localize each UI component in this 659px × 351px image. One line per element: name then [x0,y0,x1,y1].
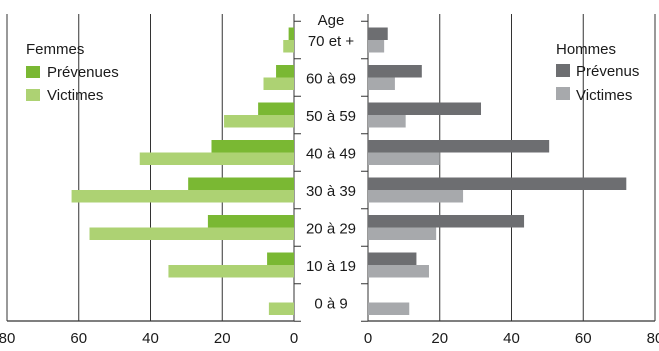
age-label-3: 40 à 49 [306,146,356,163]
bar-left-1-2 [224,115,294,128]
bar-right-0-6 [368,252,417,265]
left-tick-label-1: 60 [70,330,87,347]
right-tick-label-0: 0 [364,330,372,347]
legend-right-swatch-0 [556,64,570,77]
bar-right-0-2 [368,102,482,115]
left-tick-label-3: 20 [214,330,231,347]
left-tick-labels: 80 60 40 20 0 [0,330,298,347]
age-label-1: 60 à 69 [306,71,356,88]
right-tick-label-2: 40 [503,330,520,347]
bar-right-0-4 [368,177,627,190]
bar-right-1-5 [368,227,437,240]
left-tick-label-4: 0 [290,330,298,347]
legend-left-title: Femmes [26,41,84,58]
left-tick-label-0: 80 [0,330,15,347]
age-label-6: 10 à 19 [306,258,356,275]
age-labels: 70 et + 60 à 69 50 à 59 40 à 49 30 à 39 20 à … [306,33,356,313]
bar-left-1-5 [89,227,294,240]
bar-left-0-4 [188,177,294,190]
bar-right-1-3 [368,152,440,165]
legend-right-label-0: Prévenus [576,63,639,80]
bar-right-0-3 [368,140,550,153]
bar-left-1-6 [168,265,294,278]
age-label-0: 70 et + [308,33,355,50]
bar-left-1-1 [263,77,294,90]
legend-right-label-1: Victimes [576,87,632,104]
legend-right-title: Hommes [556,41,616,58]
bar-left-0-3 [211,140,294,153]
age-label-7: 0 à 9 [314,296,347,313]
bar-left-1-0 [283,40,294,53]
age-label-2: 50 à 59 [306,108,356,125]
bar-left-0-2 [258,102,294,115]
legend-right: Hommes Prévenus Victimes [556,41,639,104]
bar-right-1-6 [368,265,429,278]
right-tick-label-3: 60 [575,330,592,347]
bar-right-0-1 [368,65,422,78]
legend-left-swatch-0 [26,66,40,78]
center-axis-title: Age [318,12,345,29]
bar-left-0-0 [288,27,294,40]
bar-right-1-0 [368,40,385,53]
bar-left-0-5 [207,215,294,228]
axes [7,20,655,322]
left-tick-label-2: 40 [142,330,159,347]
age-label-4: 30 à 39 [306,183,356,200]
legend-left-label-1: Victimes [47,87,103,104]
age-label-5: 20 à 29 [306,221,356,238]
bar-right-0-0 [368,27,388,40]
bar-left-0-1 [276,65,294,78]
bar-left-1-4 [71,190,294,203]
right-tick-labels: 0 20 40 60 80 [364,330,659,347]
left-bars [71,27,294,315]
bar-left-1-3 [139,152,294,165]
legend-left-swatch-1 [26,89,40,101]
right-tick-label-4: 80 [647,330,659,347]
bar-right-1-4 [368,190,464,203]
right-bars [368,27,627,315]
legend-left-label-0: Prévenues [47,64,119,81]
bar-right-1-2 [368,115,406,128]
bar-right-1-1 [368,77,395,90]
bar-left-0-6 [267,252,294,265]
right-tick-label-1: 20 [431,330,448,347]
bar-right-1-7 [368,302,410,315]
legend-right-swatch-1 [556,87,570,100]
legend-left: Femmes Prévenues Victimes [26,41,119,104]
bar-left-1-7 [268,302,294,315]
bar-right-0-5 [368,215,525,228]
